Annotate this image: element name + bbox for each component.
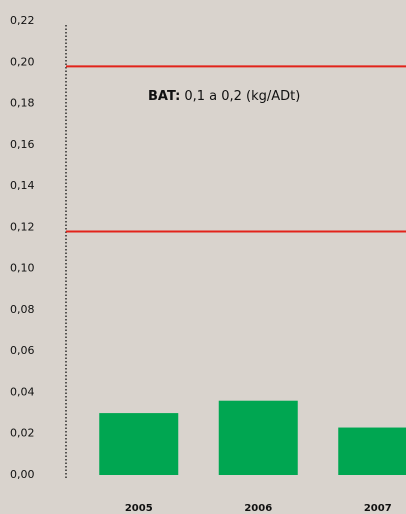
y-tick-label: 0,02: [10, 427, 35, 440]
y-tick-label: 0,20: [10, 55, 35, 68]
y-tick-label: 0,06: [10, 344, 35, 357]
bar: [99, 413, 179, 475]
annotation-bold: BAT:: [148, 89, 180, 104]
y-tick-label: 0,16: [10, 138, 35, 151]
y-tick-label: 0,04: [10, 385, 35, 398]
y-tick-label: 0,14: [10, 179, 35, 192]
y-tick-label: 0,10: [10, 262, 35, 275]
annotation-text: 0,1 a 0,2 (kg/ADt): [184, 89, 300, 104]
y-tick-label: 0,00: [10, 468, 35, 481]
bar: [338, 427, 406, 475]
y-tick-label: 0,22: [10, 14, 35, 27]
x-tick-label: 2005: [125, 503, 153, 514]
y-tick-label: 0,08: [10, 303, 35, 316]
y-tick-label: 0,12: [10, 220, 35, 233]
annotation: BAT: 0,1 a 0,2 (kg/ADt): [148, 89, 300, 104]
x-tick-label: 2007: [364, 503, 392, 514]
y-tick-label: 0,18: [10, 97, 35, 110]
x-tick-label: 2006: [244, 503, 272, 514]
bar: [218, 400, 298, 475]
